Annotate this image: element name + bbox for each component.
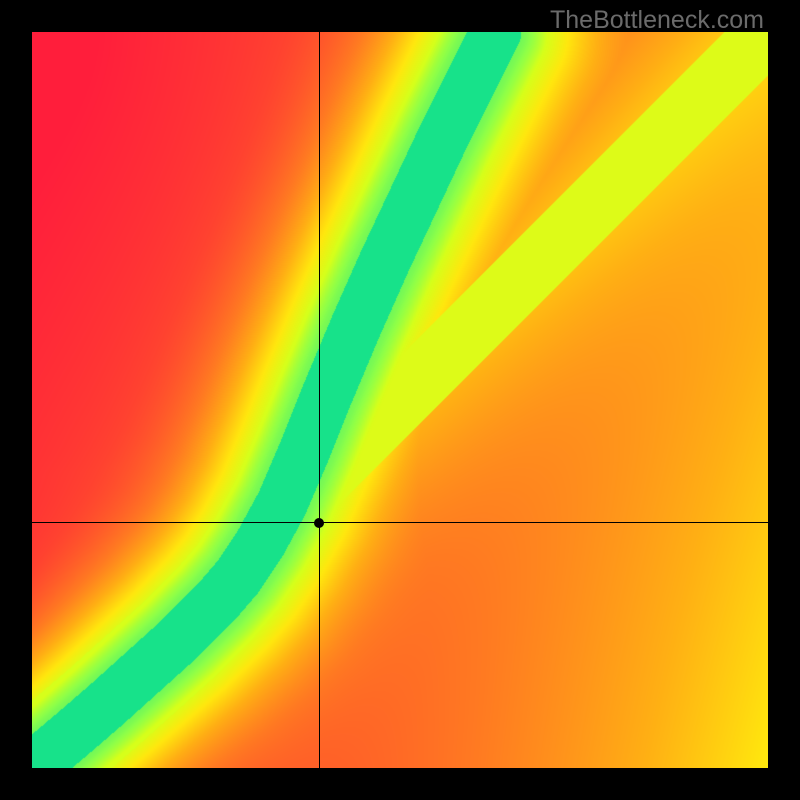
crosshair-horizontal (32, 522, 768, 523)
crosshair-vertical (319, 32, 320, 768)
heatmap-canvas (32, 32, 768, 768)
chart-container: TheBottleneck.com (0, 0, 800, 800)
plot-area (32, 32, 768, 768)
marker-point (314, 518, 324, 528)
watermark-text: TheBottleneck.com (550, 6, 764, 35)
